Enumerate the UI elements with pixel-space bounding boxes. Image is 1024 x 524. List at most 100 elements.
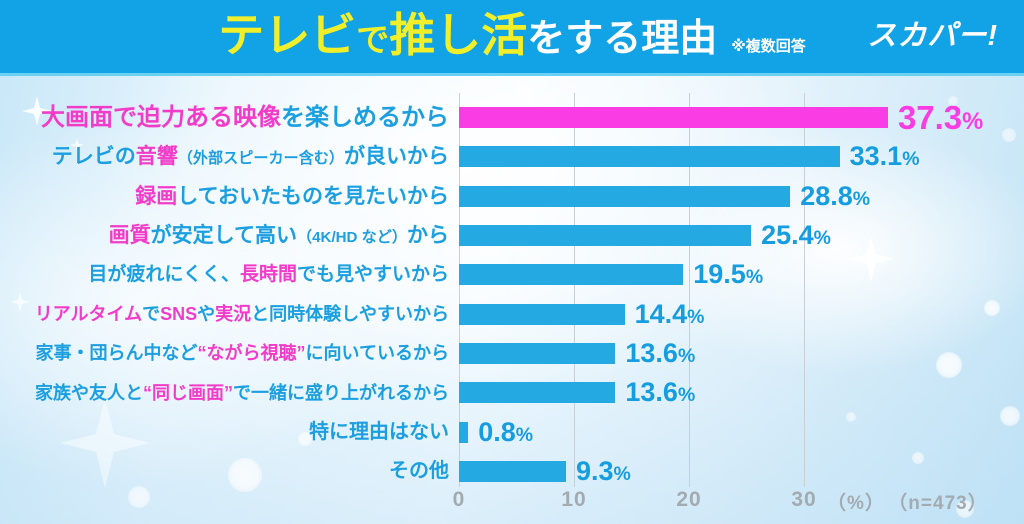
row-label: 大画面で迫力ある映像を楽しめるから	[0, 103, 449, 131]
label-segment: 録画	[135, 184, 178, 208]
label-segment: テレビの	[51, 145, 136, 169]
chart-row: 家族や友人と“同じ画面”で一緒に盛り上がれるから 13.6%	[0, 373, 1024, 412]
bar-area: 33.1%	[459, 143, 1024, 170]
bar-area: 0.8%	[459, 416, 1024, 447]
x-axis: 0 10 20 30 （%） （n=473）	[0, 488, 1024, 514]
label-segment: リアルタイム	[34, 304, 143, 325]
bar-chart: 大画面で迫力ある映像を楽しめるから 37.3% テレビの音響（外部スピーカー含む）が…	[0, 76, 1024, 524]
value-label: 37.3%	[897, 99, 984, 137]
bar	[459, 303, 625, 325]
row-label: リアルタイムでSNSや実況と同時体験しやすいから	[0, 305, 449, 323]
label-segment: （4K/HD など）	[297, 229, 407, 247]
label-segment: SNS	[160, 304, 198, 325]
label-segment: （外部スピーカー含む）	[177, 150, 344, 168]
x-tick-label: 20	[676, 488, 702, 511]
label-segment: その他	[389, 460, 449, 483]
percent-sign: %	[852, 187, 871, 210]
percent-sign: %	[962, 108, 984, 136]
title-segment: をする理由	[527, 17, 718, 60]
bar-highlight	[459, 107, 888, 129]
title-segment: で	[356, 20, 390, 58]
row-label: その他	[0, 461, 449, 481]
row-label: 録画しておいたものを見たいから	[0, 186, 449, 207]
skyperfectv-logo: スカパー!	[867, 20, 998, 52]
percent-sign: %	[687, 305, 705, 328]
label-segment: で一緒に盛り上がれるから	[233, 382, 449, 403]
sample-size-label: （n=473）	[888, 493, 988, 514]
bar-area: 13.6%	[459, 337, 1024, 368]
percent-sign: %	[613, 462, 631, 485]
value-label: 14.4%	[634, 298, 705, 329]
label-segment: 目が疲れにくく、	[88, 264, 240, 286]
row-label: 画質が安定して高い（4K/HD など）から	[0, 225, 449, 246]
label-segment: “同じ画面”	[143, 382, 233, 403]
label-segment: 実況	[215, 304, 252, 325]
bar-area: 25.4%	[459, 222, 1024, 249]
percent-sign: %	[677, 344, 696, 367]
bar	[459, 146, 840, 168]
bar	[459, 185, 791, 207]
title-segment: 推し活	[389, 8, 528, 61]
x-tick-label: 0	[452, 488, 466, 511]
percent-sign: %	[745, 266, 764, 289]
label-segment: 家事・団らん中など	[35, 343, 198, 364]
bar-area: 14.4%	[459, 298, 1024, 329]
label-segment: から	[407, 224, 449, 248]
bar	[459, 460, 566, 482]
axis-unit-label: （%）	[827, 493, 885, 514]
bar-area: 13.6%	[459, 379, 1024, 406]
label-segment: に向いているから	[305, 343, 449, 364]
gridline	[459, 93, 460, 487]
chart-row: 画質が安定して高い（4K/HD など）から 25.4%	[0, 216, 1024, 255]
row-label: テレビの音響（外部スピーカー含む）が良いから	[0, 146, 449, 167]
bar	[459, 421, 469, 443]
value-label: 0.8%	[478, 416, 534, 447]
x-tick-label: 10	[561, 488, 587, 511]
row-label: 目が疲れにくく、長時間でも見やすいから	[0, 265, 449, 284]
label-segment: 音響	[135, 145, 178, 169]
label-segment: 長時間	[239, 264, 297, 286]
bar-area: 19.5%	[459, 261, 1024, 288]
page-title: テレビで推し活をする理由 ※複数回答	[0, 12, 1024, 58]
label-segment: と同時体験しやすいから	[251, 304, 449, 325]
bar-area: 28.8%	[459, 182, 1024, 210]
value-label: 19.5%	[693, 259, 764, 290]
bar	[459, 382, 616, 404]
label-segment: を楽しめるから	[281, 103, 449, 131]
value-label: 13.6%	[625, 377, 696, 408]
gridline	[574, 93, 575, 487]
bar	[459, 225, 752, 247]
label-segment: や	[197, 304, 216, 325]
bar	[459, 342, 616, 364]
label-segment: 画質	[108, 224, 151, 248]
label-segment: 家族や友人と	[35, 382, 143, 403]
percent-sign: %	[677, 384, 696, 407]
row-label: 家事・団らん中など“ながら視聴”に向いているから	[0, 344, 449, 362]
chart-row: 家事・団らん中など“ながら視聴”に向いているから 13.6%	[0, 334, 1024, 373]
percent-sign: %	[902, 148, 920, 171]
bar	[459, 264, 684, 286]
label-segment: “ながら視聴”	[197, 343, 306, 364]
bar-area: 9.3%	[459, 455, 1024, 486]
chart-row: その他 9.3%	[0, 452, 1024, 491]
label-segment: で	[142, 304, 161, 325]
row-label: 特に理由はない	[0, 422, 449, 442]
chart-row: リアルタイムでSNSや実況と同時体験しやすいから 14.4%	[0, 294, 1024, 333]
label-segment: が安定して高い	[150, 224, 298, 248]
value-label: 9.3%	[575, 455, 631, 486]
chart-row: 目が疲れにくく、長時間でも見やすいから 19.5%	[0, 255, 1024, 294]
row-label: 家族や友人と“同じ画面”で一緒に盛り上がれるから	[0, 384, 449, 402]
header-banner: テレビで推し活をする理由 ※複数回答 スカパー!	[0, 0, 1024, 76]
value-label: 33.1%	[849, 141, 920, 172]
gridline	[804, 93, 805, 487]
value-label: 13.6%	[625, 337, 696, 368]
label-segment: が良いから	[344, 145, 449, 169]
chart-rows: 大画面で迫力ある映像を楽しめるから 37.3% テレビの音響（外部スピーカー含む）が…	[0, 98, 1024, 491]
value-label: 25.4%	[761, 220, 831, 251]
label-segment: 特に理由はない	[309, 421, 449, 444]
label-segment: でも見やすいから	[296, 264, 449, 286]
multiple-answers-note: ※複数回答	[731, 37, 806, 55]
percent-sign: %	[813, 227, 831, 250]
label-segment: しておいたものを見たいから	[177, 184, 449, 208]
